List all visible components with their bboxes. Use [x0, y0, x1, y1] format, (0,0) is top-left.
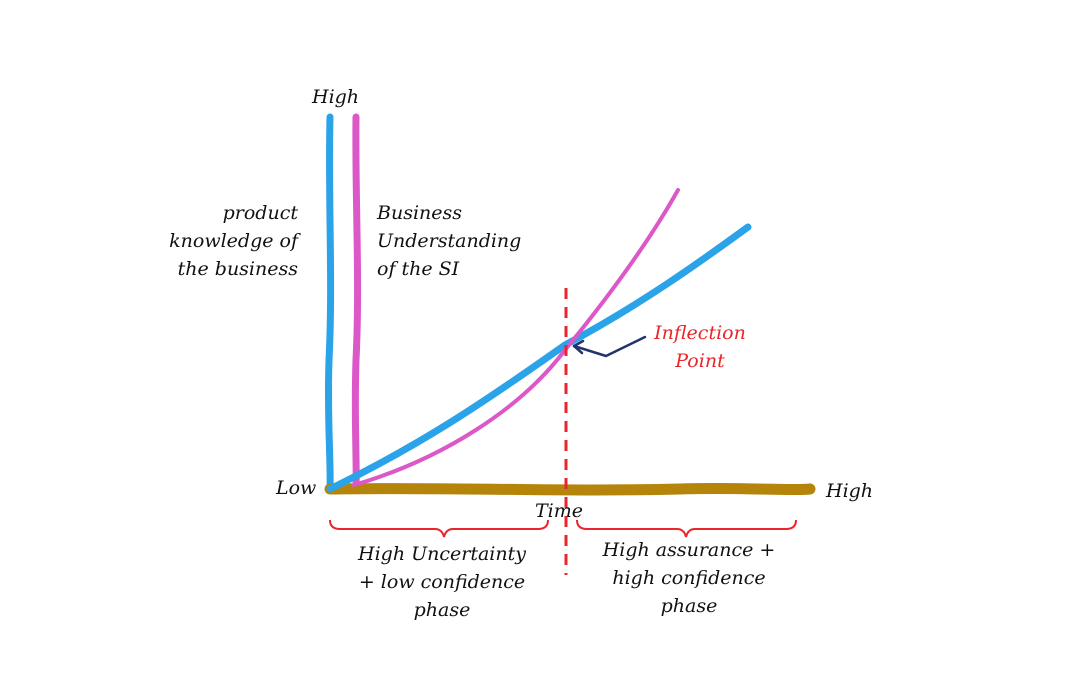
right-phase-label: High assurance + high confidence phase [602, 539, 776, 617]
left-phase-brace [329, 519, 549, 538]
x-axis-high-label: High [826, 480, 874, 502]
inflection-arrow-head [572, 339, 585, 355]
business-understanding-label: Business Understanding of the SI [377, 202, 522, 280]
right-phase-brace [576, 519, 797, 538]
y-axis-high-label: High [312, 86, 360, 108]
x-axis-time-label: Time [535, 500, 584, 522]
x-axis-line [324, 482, 816, 496]
business-understanding-vertical [351, 113, 362, 494]
origin-low-label: Low [276, 477, 317, 499]
product-knowledge-vertical [324, 113, 335, 494]
left-phase-label: High Uncertainty + low confidence phase [358, 543, 526, 621]
inflection-arrow [572, 335, 647, 358]
product-knowledge-label: product knowledge of the business [169, 202, 298, 280]
inflection-point-label: Inflection Point [654, 322, 746, 372]
